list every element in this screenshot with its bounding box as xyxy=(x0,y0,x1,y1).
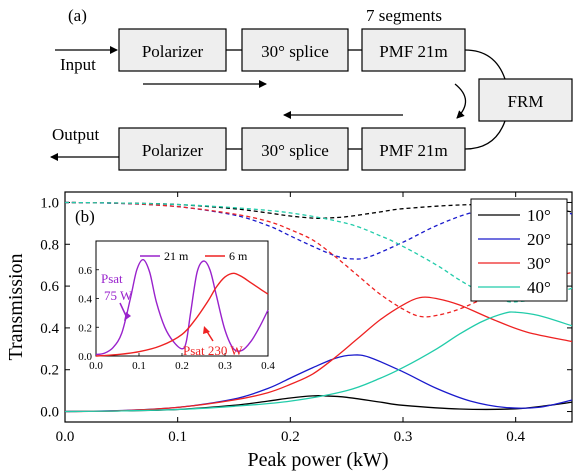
inset-y-tick-label: 0.0 xyxy=(78,351,92,363)
y-tick-label: 0.6 xyxy=(40,279,59,295)
inset-x-tick-label: 0.4 xyxy=(261,360,275,372)
inset-series-line xyxy=(95,272,269,357)
legend-label: 10° xyxy=(527,206,551,225)
series-line xyxy=(64,201,573,303)
panel-a-label: (a) xyxy=(68,6,87,25)
psat-6m-label: Psat 230 W xyxy=(183,343,243,358)
inset-y-tick-label: 0.4 xyxy=(78,294,92,306)
bottom-pmf-label: PMF 21m xyxy=(379,141,448,160)
inset-legend: 21 m 6 m xyxy=(140,249,248,263)
legend: 10° 20° 30° 40° xyxy=(470,198,568,302)
segments-label: 7 segments xyxy=(366,6,442,25)
x-tick-label: 0.3 xyxy=(394,429,413,445)
legend-label: 20° xyxy=(527,230,551,249)
top-polarizer-label: Polarizer xyxy=(142,42,204,61)
psat-21m-label: Psat xyxy=(101,271,123,286)
series-line xyxy=(64,296,573,413)
input-label: Input xyxy=(60,55,96,74)
y-tick-label: 0.4 xyxy=(40,321,59,337)
inset-y-tick-label: 0.6 xyxy=(78,265,92,277)
inset-x-tick-label: 0.0 xyxy=(89,360,103,372)
inset-background xyxy=(96,241,268,356)
series-line xyxy=(64,311,573,413)
x-tick-label: 0.0 xyxy=(56,429,75,445)
transmission-chart: (b) 0.0 0.1 0.2 0.3 0.4 0.0 0.2 0.4 0.6 0.8 1.0 Tr… xyxy=(5,191,573,471)
top-pmf-box xyxy=(361,28,466,72)
top-pmf-label: PMF 21m xyxy=(379,42,448,61)
x-tick-label: 0.1 xyxy=(168,429,187,445)
frm-label: FRM xyxy=(508,92,544,111)
series-line xyxy=(64,201,573,318)
inset-legend-label: 21 m xyxy=(164,249,189,263)
bottom-splice-box xyxy=(241,127,349,171)
inset-series-line xyxy=(95,258,269,356)
legend-label: 40° xyxy=(527,278,551,297)
schematic-diagram: (a) 7 segments Polarizer 30° splice PMF … xyxy=(50,6,573,171)
inset-y-tick-label: 0.2 xyxy=(78,322,92,334)
wire-from-frm xyxy=(464,120,506,150)
chart-frame xyxy=(64,191,573,423)
top-polarizer-box xyxy=(118,28,227,72)
inset-chart: 0.0 0.1 0.2 0.3 0.4 0.0 0.2 0.4 0.6 21 m 6 m Psat… xyxy=(78,240,275,372)
legend-box xyxy=(470,198,568,302)
wire-to-frm xyxy=(464,49,506,80)
inset-x-tick-label: 0.3 xyxy=(218,360,232,372)
bottom-polarizer-label: Polarizer xyxy=(142,141,204,160)
psat-6m-arrowhead xyxy=(203,326,210,334)
inset-legend-label: 6 m xyxy=(229,249,248,263)
top-splice-label: 30° splice xyxy=(261,42,329,61)
psat-21m-arrowhead xyxy=(124,312,131,321)
bottom-splice-label: 30° splice xyxy=(261,141,329,160)
top-splice-box xyxy=(241,28,349,72)
inset-x-tick-label: 0.1 xyxy=(132,360,146,372)
frm-box xyxy=(478,78,573,122)
x-tick-label: 0.4 xyxy=(506,429,525,445)
x-tick-label: 0.2 xyxy=(281,429,300,445)
y-tick-label: 0.8 xyxy=(40,237,59,253)
y-axis-title: Transmission xyxy=(5,253,27,360)
legend-label: 30° xyxy=(527,254,551,273)
y-tick-label: 0.0 xyxy=(40,405,59,421)
x-axis-title: Peak power (kW) xyxy=(247,449,388,471)
y-tick-label: 1.0 xyxy=(40,195,59,211)
psat-21m-value: 75 W xyxy=(104,288,133,303)
panel-b-label: (b) xyxy=(75,207,95,226)
inset-x-tick-label: 0.2 xyxy=(175,360,189,372)
output-label: Output xyxy=(52,125,100,144)
frm-turn-arrow xyxy=(454,83,467,119)
y-tick-label: 0.2 xyxy=(40,363,59,379)
